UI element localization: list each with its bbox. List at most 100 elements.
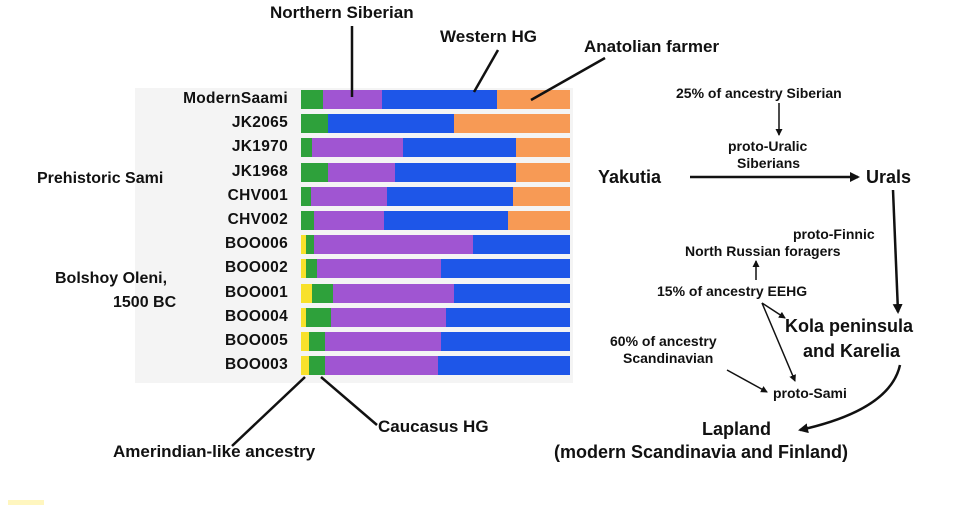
segment-caucasus-hg [311,283,334,303]
bar-boo006 [301,235,570,255]
group-label-1500bc: 1500 BC [113,294,177,311]
legend-label-amerindian: Amerindian-like ancestry [113,442,316,461]
segment-western-hg [473,235,570,255]
flow-siberian-pct: 25% of ancestry Siberian [676,85,842,101]
segment-anatolian-farmer [512,186,570,206]
segment-anatolian-farmer [508,211,570,230]
segment-caucasus-hg [301,162,328,182]
pointer-western-hg [472,49,500,93]
legend-label-anatolian-farmer: Anatolian farmer [584,37,720,56]
segment-western-hg [440,259,570,279]
segment-anatolian-farmer [516,162,570,182]
segment-caucasus-hg [301,114,328,134]
bar-chv001 [301,186,570,206]
row-label-boo002: BOO002 [225,259,288,277]
segment-caucasus-hg [301,90,323,109]
segment-anatolian-farmer [497,90,570,109]
row-label-jk1968: JK1968 [231,162,288,180]
row-label-boo001: BOO001 [225,283,288,301]
segment-northern-siberian [325,332,441,351]
segment-western-hg [438,356,570,376]
segment-anatolian-farmer [454,114,570,134]
flow-yakutia: Yakutia [598,167,662,187]
row-label-jk2065: JK2065 [231,114,288,132]
segment-amerindian-like-ancestry [301,259,307,279]
segment-western-hg [327,114,455,134]
flow-siberians: Siberians [737,155,801,171]
group-label-bolshoy-oleni: Bolshoy Oleni, [55,270,168,287]
bar-boo005 [301,332,570,351]
arrow-eehg-kola [761,302,786,319]
segment-western-hg [381,90,498,109]
row-label-boo006: BOO006 [225,235,288,253]
arrow-eehg-protosami [761,302,796,382]
segment-western-hg [387,186,513,206]
flow-proto-finnic: proto-Finnic [793,226,875,242]
segment-northern-siberian [325,356,439,376]
segment-northern-siberian [311,138,404,158]
segment-amerindian-like-ancestry [301,235,307,255]
pointer-amerindian [231,376,306,447]
arrow-scand-protosami [726,369,768,393]
flow-scandinavian: Scandinavian [623,350,714,366]
segment-western-hg [440,332,570,351]
segment-western-hg [384,211,509,230]
flow-lapland: Lapland [702,419,772,439]
pointer-caucasus-hg [320,376,378,426]
segment-northern-siberian [317,259,441,279]
arrow-urals-kola [891,189,903,314]
row-label-boo003: BOO003 [225,356,288,374]
row-label-jk1970: JK1970 [231,138,288,156]
segment-western-hg [454,283,570,303]
row-label-boo005: BOO005 [225,332,288,349]
row-label-modernsaami: ModernSaami [183,90,288,107]
legend-label-western-hg: Western HG [440,27,537,46]
yellow-mark [8,500,44,505]
segment-northern-siberian [314,235,474,255]
segment-caucasus-hg [301,186,312,206]
bar-boo003 [301,356,570,376]
segment-caucasus-hg [309,332,326,351]
segment-northern-siberian [311,186,388,206]
bar-modernsaami [301,90,570,109]
row-label-chv002: CHV002 [227,211,288,228]
segment-amerindian-like-ancestry [301,356,310,376]
flow-north-russian: North Russian foragers [685,243,841,259]
bar-chv002 [301,211,570,230]
segment-amerindian-like-ancestry [301,283,312,303]
row-label-boo004: BOO004 [225,307,288,325]
segment-western-hg [446,307,570,327]
segment-northern-siberian [330,307,447,327]
legend-label-northern-siberian: Northern Siberian [270,3,414,22]
bar-boo002 [301,259,570,279]
bar-jk1968 [301,162,570,182]
segment-anatolian-farmer [516,138,570,158]
flow-karelia: and Karelia [803,341,901,361]
segment-northern-siberian [322,90,382,109]
segment-western-hg [403,138,517,158]
segment-western-hg [395,162,517,182]
flow-lapland-sub: (modern Scandinavia and Finland) [554,442,849,462]
segment-caucasus-hg [301,138,312,158]
flow-eehg-pct: 15% of ancestry EEHG [657,283,808,299]
flow-urals: Urals [866,167,912,187]
segment-northern-siberian [314,211,385,230]
bar-jk1970 [301,138,570,158]
flow-proto-sami: proto-Sami [773,385,847,401]
flow-kola: Kola peninsula [785,316,914,336]
segment-caucasus-hg [309,356,326,376]
segment-caucasus-hg [306,235,315,255]
segment-amerindian-like-ancestry [301,332,310,351]
segment-northern-siberian [333,283,455,303]
segment-caucasus-hg [306,259,318,279]
segment-amerindian-like-ancestry [301,307,307,327]
segment-caucasus-hg [301,211,315,230]
flow-proto-uralic: proto-Uralic [728,138,808,154]
flow-scand-pct: 60% of ancestry [610,333,717,349]
bar-jk2065 [301,114,570,134]
bar-boo004 [301,307,570,327]
segment-caucasus-hg [306,307,331,327]
row-label-chv001: CHV001 [227,186,288,204]
bar-boo001 [301,283,570,303]
